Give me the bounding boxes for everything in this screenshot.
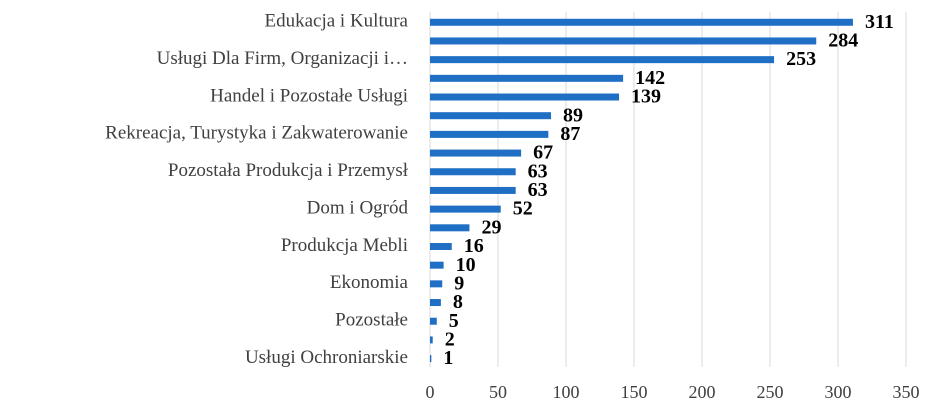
bar xyxy=(430,56,775,64)
data-label: 63 xyxy=(528,160,548,182)
x-tick-label: 250 xyxy=(757,382,784,402)
x-tick-label: 300 xyxy=(825,382,852,402)
y-tick-label: Ekonomia xyxy=(330,272,409,293)
bar xyxy=(430,224,470,232)
bar xyxy=(430,186,516,194)
data-label: 63 xyxy=(528,179,548,201)
data-label: 67 xyxy=(533,142,553,164)
bar xyxy=(430,355,432,363)
y-tick-label: Pozostałe xyxy=(335,310,408,331)
bar xyxy=(430,168,516,176)
data-label: 16 xyxy=(464,235,484,257)
x-tick-label: 350 xyxy=(893,382,920,402)
data-label: 284 xyxy=(828,30,858,52)
data-label: 8 xyxy=(453,291,463,313)
data-label: 5 xyxy=(449,310,459,332)
y-tick-label: Dom i Ogród xyxy=(307,197,409,218)
data-label: 2 xyxy=(445,329,455,351)
bar xyxy=(430,130,549,138)
bar xyxy=(430,112,552,120)
data-label: 10 xyxy=(456,254,476,276)
data-label: 29 xyxy=(481,216,501,238)
bar xyxy=(430,205,501,213)
bar xyxy=(430,317,437,325)
x-tick-label: 0 xyxy=(426,382,435,402)
data-label: 9 xyxy=(454,272,464,294)
data-label: 89 xyxy=(563,104,583,126)
bar xyxy=(430,261,444,269)
x-tick-label: 100 xyxy=(553,382,580,402)
data-label: 139 xyxy=(631,86,661,108)
bar xyxy=(430,37,817,45)
y-tick-label: Pozostała Produkcja i Przemysł xyxy=(168,160,409,181)
y-tick-label: Usługi Ochroniarskie xyxy=(245,347,408,368)
x-tick-label: 50 xyxy=(489,382,507,402)
x-tick-label: 150 xyxy=(621,382,648,402)
y-tick-label: Usługi Dla Firm, Organizacji i… xyxy=(157,48,408,69)
data-label: 52 xyxy=(513,198,533,220)
bar xyxy=(430,280,443,288)
bar xyxy=(430,299,441,307)
bar xyxy=(430,149,522,157)
y-tick-label: Produkcja Mebli xyxy=(281,235,408,256)
y-tick-label: Rekreacja, Turystyka i Zakwaterowanie xyxy=(105,123,408,144)
data-label: 87 xyxy=(560,123,580,145)
data-label: 1 xyxy=(443,347,453,369)
bar xyxy=(430,74,624,82)
data-label: 253 xyxy=(786,48,816,70)
x-tick-label: 200 xyxy=(689,382,716,402)
bar xyxy=(430,336,433,344)
data-label: 311 xyxy=(865,11,894,33)
bar xyxy=(430,18,853,26)
y-tick-label: Edukacja i Kultura xyxy=(264,11,408,32)
bar xyxy=(430,93,620,101)
bar xyxy=(430,242,452,250)
data-label: 142 xyxy=(635,67,665,89)
y-tick-label: Handel i Pozostałe Usługi xyxy=(210,85,408,106)
